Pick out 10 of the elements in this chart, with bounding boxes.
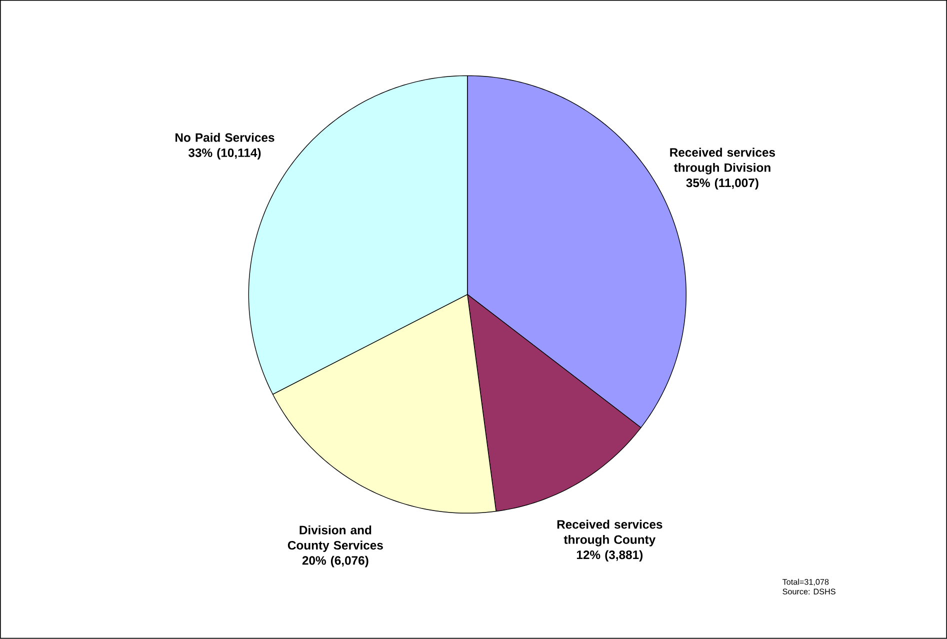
slice-label: Received services through Division [670,148,776,175]
source-note: Source: DSHS [782,588,836,595]
slice-label: No Paid Services [176,133,274,142]
data-label: 12% (3,881) [576,550,643,562]
data-label: 20% (6,076) [302,556,368,568]
slice-label: Division and County Services [288,526,383,552]
slice-label: Received services through County [557,520,662,547]
data-label: 35% (11,007) [686,178,758,190]
data-label: 33% (10,114) [188,148,261,160]
text: Total=31,078 [782,578,829,586]
